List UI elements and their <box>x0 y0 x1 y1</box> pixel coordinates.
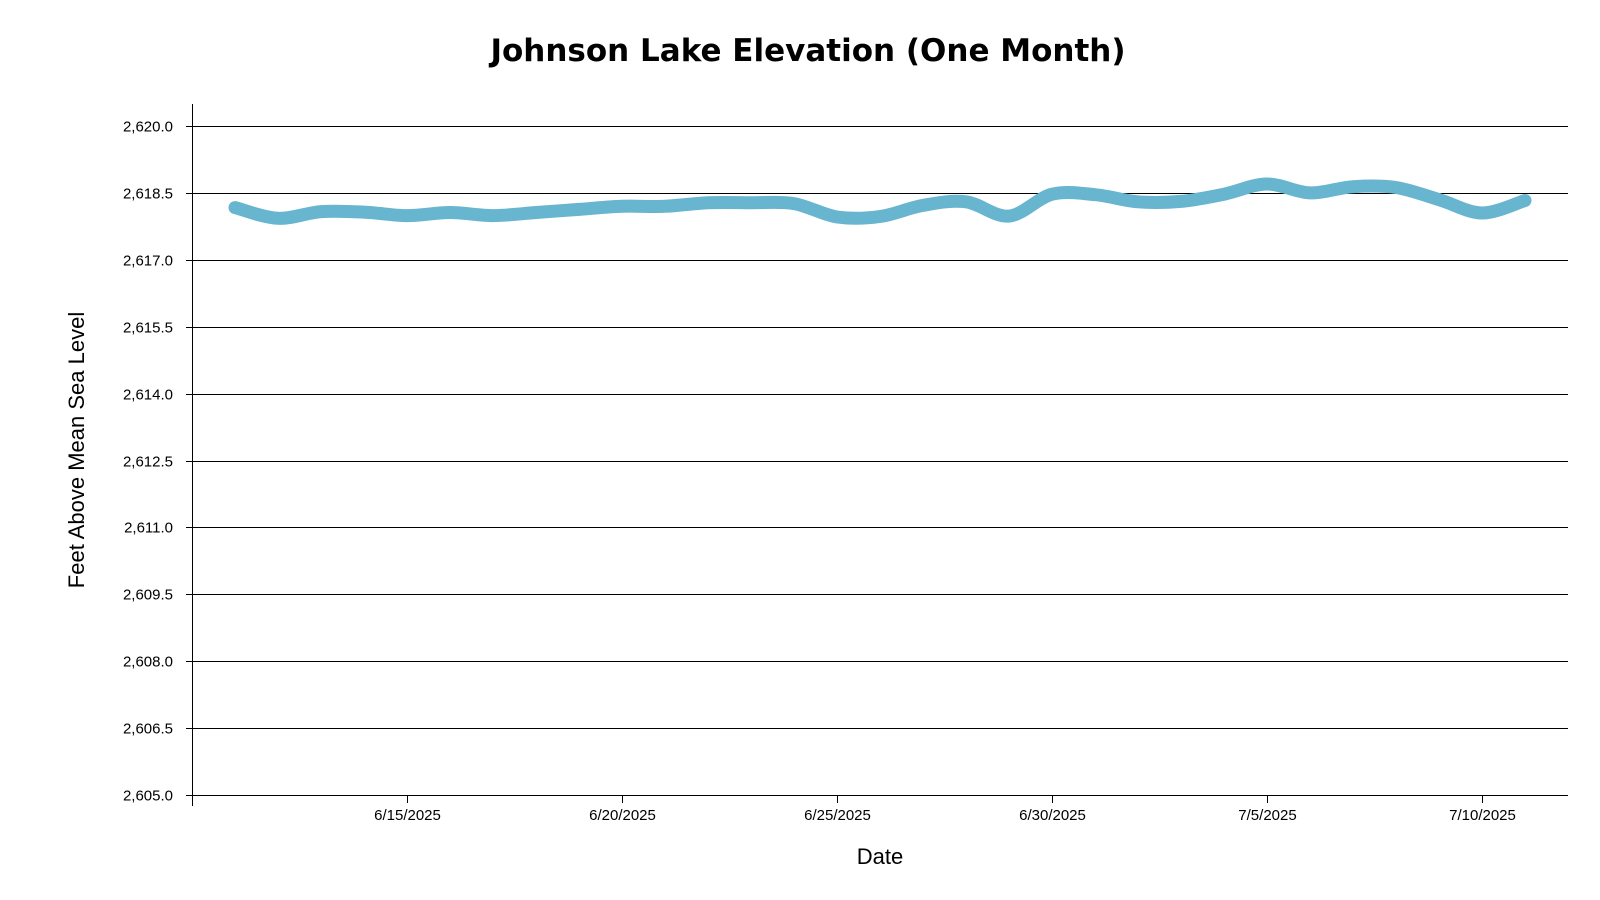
data-point <box>1435 195 1443 204</box>
x-axis-label: Date <box>857 844 903 869</box>
data-point <box>403 211 411 220</box>
data-point <box>962 197 970 206</box>
data-point <box>1177 197 1185 206</box>
y-axis-label: Feet Above Mean Sea Level <box>64 312 89 588</box>
data-point <box>618 202 626 211</box>
y-tick-label: 2,605.0 <box>123 788 173 805</box>
data-point <box>1392 183 1400 192</box>
y-tick-label: 2,615.5 <box>123 320 173 337</box>
data-point <box>833 213 841 221</box>
data-point <box>1005 212 1013 221</box>
data-point <box>661 202 669 211</box>
series-layer <box>228 177 1532 225</box>
y-tick-label: 2,620.0 <box>123 119 173 136</box>
data-point <box>317 207 325 216</box>
data-point <box>704 198 712 207</box>
data-point <box>1091 190 1099 199</box>
y-tick-label: 2,609.5 <box>123 587 173 604</box>
chart-title: Johnson Lake Elevation (One Month) <box>488 33 1125 69</box>
data-point <box>747 198 755 207</box>
x-tick-label: 7/10/2025 <box>1449 807 1516 824</box>
y-tick-label: 2,608.0 <box>123 654 173 671</box>
x-tick-label: 6/15/2025 <box>374 807 441 824</box>
data-point <box>489 211 497 220</box>
x-axis-ticks: 6/15/2025 6/20/2025 6/25/2025 6/30/2025 7/5/… <box>374 795 1516 824</box>
data-point <box>790 199 798 208</box>
y-tick-label: 2,612.5 <box>123 454 173 471</box>
data-point <box>532 208 540 217</box>
y-tick-label: 2,618.5 <box>123 186 173 203</box>
data-point <box>360 208 368 217</box>
data-point <box>1478 209 1486 217</box>
x-tick-label: 7/5/2025 <box>1238 807 1296 824</box>
y-tick-label: 2,611.0 <box>124 520 173 537</box>
data-point <box>575 205 583 214</box>
data-point <box>1521 196 1529 205</box>
y-tick-label: 2,606.5 <box>123 721 173 738</box>
data-point <box>876 212 884 221</box>
y-tick-label: 2,617.0 <box>123 253 173 270</box>
data-point <box>1048 190 1056 199</box>
data-point <box>1349 182 1357 191</box>
x-tick-label: 6/30/2025 <box>1019 807 1086 824</box>
data-point <box>1306 188 1314 197</box>
data-point <box>231 203 239 212</box>
y-axis-ticks: 2,605.0 2,606.5 2,608.0 2,609.5 2,611.0 2,612… <box>123 119 192 805</box>
data-point <box>1220 190 1228 199</box>
data-point <box>274 214 282 223</box>
data-point <box>446 208 454 217</box>
y-tick-label: 2,614.0 <box>123 387 173 404</box>
x-tick-label: 6/25/2025 <box>804 807 871 824</box>
data-point <box>1134 197 1142 206</box>
gridlines <box>192 126 1568 729</box>
data-point <box>919 201 927 210</box>
data-point <box>1263 180 1271 188</box>
x-tick-label: 6/20/2025 <box>589 807 656 824</box>
